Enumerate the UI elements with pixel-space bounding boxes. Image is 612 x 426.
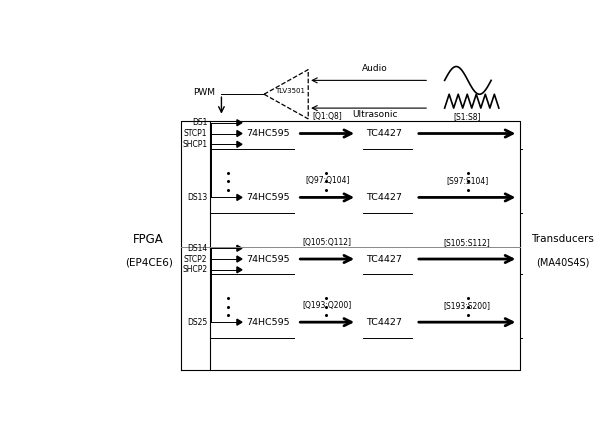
Polygon shape [237, 245, 242, 251]
Text: SHCP2: SHCP2 [182, 265, 207, 274]
Text: Audio: Audio [362, 63, 388, 73]
Polygon shape [237, 194, 242, 200]
Text: Transducers: Transducers [531, 234, 594, 245]
Polygon shape [237, 130, 242, 136]
Text: Ultrasonic: Ultrasonic [352, 109, 398, 118]
Text: TC4427: TC4427 [367, 193, 402, 202]
Text: STCP2: STCP2 [184, 254, 207, 264]
Text: (MA40S4S): (MA40S4S) [536, 257, 589, 268]
Text: TLV3501: TLV3501 [275, 88, 305, 94]
Text: 74HC595: 74HC595 [246, 193, 290, 202]
Text: FPGA: FPGA [133, 233, 164, 246]
Text: DS14: DS14 [187, 244, 207, 253]
Polygon shape [237, 267, 242, 273]
Text: 74HC595: 74HC595 [246, 318, 290, 327]
Polygon shape [237, 120, 242, 126]
Text: PWM: PWM [193, 88, 215, 97]
Text: [S105:S112]: [S105:S112] [444, 238, 490, 247]
Text: [S97:S104]: [S97:S104] [446, 176, 488, 185]
Text: [S1:S8]: [S1:S8] [453, 112, 481, 121]
Text: TC4427: TC4427 [367, 254, 402, 264]
Text: TC4427: TC4427 [367, 318, 402, 327]
Text: TC4427: TC4427 [367, 129, 402, 138]
Text: 74HC595: 74HC595 [246, 254, 290, 264]
Text: [Q193:Q200]: [Q193:Q200] [302, 301, 352, 310]
Text: DS13: DS13 [187, 193, 207, 202]
Polygon shape [237, 256, 242, 262]
Text: DS1: DS1 [192, 118, 207, 127]
Text: DS25: DS25 [187, 318, 207, 327]
Text: [Q105:Q112]: [Q105:Q112] [303, 238, 352, 247]
Text: 74HC595: 74HC595 [246, 129, 290, 138]
Text: [S193:S200]: [S193:S200] [444, 301, 491, 310]
Text: SHCP1: SHCP1 [182, 140, 207, 149]
Text: STCP1: STCP1 [184, 129, 207, 138]
Text: (EP4CE6): (EP4CE6) [125, 257, 173, 268]
Polygon shape [237, 319, 242, 325]
Polygon shape [237, 141, 242, 147]
Text: [Q1:Q8]: [Q1:Q8] [312, 112, 342, 121]
Text: [Q97:Q104]: [Q97:Q104] [305, 176, 349, 185]
